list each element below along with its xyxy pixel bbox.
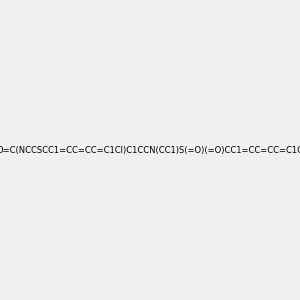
Text: O=C(NCCSCC1=CC=CC=C1Cl)C1CCN(CC1)S(=O)(=O)CC1=CC=CC=C1C: O=C(NCCSCC1=CC=CC=C1Cl)C1CCN(CC1)S(=O)(=… <box>0 146 300 154</box>
